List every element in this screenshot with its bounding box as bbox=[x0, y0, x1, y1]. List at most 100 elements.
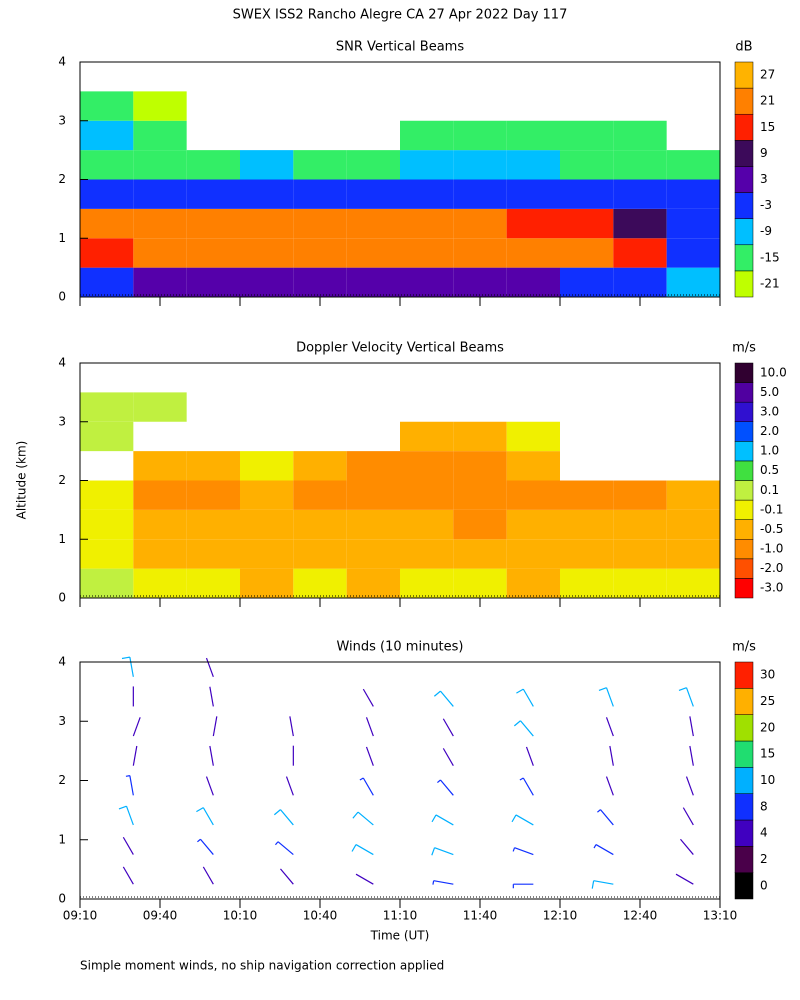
wind-barb bbox=[365, 746, 374, 766]
wind-barb bbox=[511, 814, 534, 826]
heatmap-cell bbox=[346, 208, 400, 239]
heatmap-cell bbox=[666, 539, 720, 569]
heatmap-cell bbox=[506, 568, 560, 598]
heatmap-cell bbox=[186, 480, 240, 510]
y-tick-label: 2 bbox=[58, 773, 66, 787]
heatmap-cell bbox=[80, 150, 134, 180]
heatmap-cell bbox=[506, 208, 560, 239]
heatmap-cell bbox=[400, 568, 454, 598]
wind-barb bbox=[122, 836, 134, 855]
heatmap-cell bbox=[453, 480, 507, 510]
colorbar-label: 4 bbox=[760, 826, 768, 840]
colorbar-label: 10.0 bbox=[760, 365, 787, 379]
colorbar-label: 1.0 bbox=[760, 444, 779, 458]
heatmap-cell bbox=[613, 539, 667, 569]
heatmap-cell bbox=[293, 451, 347, 481]
wind-barb bbox=[121, 656, 134, 677]
colorbar-swatch bbox=[734, 401, 754, 422]
colorbar-label: 5.0 bbox=[760, 385, 779, 399]
heatmap-cell bbox=[666, 238, 720, 268]
heatmap-cell bbox=[133, 568, 187, 598]
panel-title: Winds (10 minutes) bbox=[336, 640, 463, 655]
colorbar-label: 25 bbox=[760, 694, 775, 708]
colorbar-label: -3 bbox=[760, 198, 772, 212]
heatmap-cell bbox=[560, 179, 614, 209]
wind-barb bbox=[431, 814, 454, 826]
heatmap-cell bbox=[240, 451, 294, 481]
heatmap-cell bbox=[80, 208, 134, 239]
heatmap-cell bbox=[506, 480, 560, 510]
wind-barb bbox=[365, 717, 374, 737]
colorbar-swatch bbox=[734, 661, 754, 689]
heatmap-cell bbox=[133, 267, 187, 297]
wind-barb bbox=[212, 716, 218, 737]
heatmap-cell bbox=[613, 120, 667, 151]
colorbar-swatch bbox=[734, 793, 754, 821]
wind-barb bbox=[205, 776, 214, 796]
wind-barb bbox=[205, 657, 214, 678]
heatmap-cell bbox=[240, 179, 294, 209]
heatmap-cell bbox=[346, 509, 400, 540]
heatmap-cell bbox=[293, 267, 347, 297]
heatmap-cell bbox=[346, 179, 400, 209]
heatmap-cell bbox=[293, 480, 347, 510]
wind-barb bbox=[362, 688, 374, 707]
x-tick-label: 09:10 bbox=[63, 909, 98, 923]
heatmap-cell bbox=[346, 451, 400, 481]
wind-barb bbox=[355, 873, 374, 885]
colorbar-swatch bbox=[734, 61, 754, 89]
x-tick-label: 09:40 bbox=[143, 909, 178, 923]
heatmap-cell bbox=[506, 179, 560, 209]
colorbar-title: dB bbox=[735, 40, 752, 55]
heatmap-cell bbox=[293, 509, 347, 540]
colorbar-swatch bbox=[734, 87, 754, 115]
heatmap-cell bbox=[240, 238, 294, 268]
colorbar-label: 3 bbox=[760, 172, 768, 186]
wind-barb bbox=[280, 868, 294, 885]
colorbar-swatch bbox=[734, 460, 754, 481]
heatmap-cell bbox=[400, 150, 454, 180]
colorbar-swatch bbox=[734, 441, 754, 462]
heatmap-cell bbox=[240, 509, 294, 540]
colorbar-swatch bbox=[734, 244, 754, 272]
colorbar-swatch bbox=[734, 140, 754, 167]
heatmap-cell bbox=[506, 267, 560, 297]
y-tick-label: 1 bbox=[58, 231, 66, 245]
heatmap-cell bbox=[560, 568, 614, 598]
heatmap-cell bbox=[506, 421, 560, 452]
colorbar-label: 15 bbox=[760, 747, 775, 761]
colorbar-label: 10 bbox=[760, 773, 775, 787]
y-tick-label: 4 bbox=[58, 356, 66, 370]
heatmap-cell bbox=[346, 480, 400, 510]
wind-barb bbox=[197, 838, 214, 855]
wind-barb bbox=[593, 844, 614, 856]
colorbar-label: -0.5 bbox=[760, 522, 783, 536]
y-tick-label: 3 bbox=[58, 714, 66, 728]
heatmap-cell bbox=[613, 238, 667, 268]
heatmap-cell bbox=[666, 267, 720, 297]
colorbar-swatch bbox=[734, 714, 754, 742]
heatmap-cell bbox=[666, 150, 720, 180]
y-tick-label: 0 bbox=[58, 290, 66, 304]
heatmap-cell bbox=[133, 451, 187, 481]
colorbar-label: -2.0 bbox=[760, 561, 783, 575]
heatmap-cell bbox=[346, 267, 400, 297]
wind-barb bbox=[125, 775, 134, 796]
colorbar-label: 21 bbox=[760, 94, 775, 108]
heatmap-cell bbox=[560, 238, 614, 268]
wind-barb bbox=[132, 717, 141, 737]
heatmap-cell bbox=[133, 392, 187, 422]
colorbar-label: -21 bbox=[760, 276, 780, 290]
x-tick-label: 11:10 bbox=[383, 909, 418, 923]
colorbar-label: 2 bbox=[760, 852, 768, 866]
y-tick-label: 4 bbox=[58, 655, 66, 669]
heatmap-cell bbox=[293, 568, 347, 598]
panel-title: Doppler Velocity Vertical Beams bbox=[296, 341, 504, 356]
heatmap-cell bbox=[613, 509, 667, 540]
wind-barb bbox=[352, 811, 374, 826]
heatmap-cell bbox=[80, 539, 134, 569]
heatmap-cell bbox=[666, 208, 720, 239]
heatmap-cell bbox=[400, 539, 454, 569]
colorbar-swatch bbox=[734, 519, 754, 540]
heatmap-cell bbox=[506, 539, 560, 569]
